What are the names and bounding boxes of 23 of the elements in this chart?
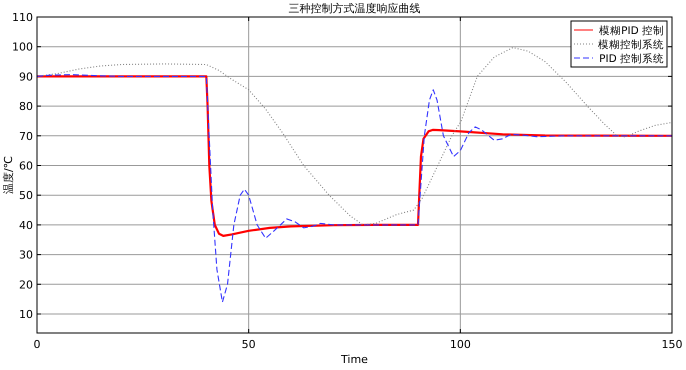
y-tick-label: 70 [19, 130, 33, 143]
x-tick-label: 100 [450, 338, 471, 351]
x-tick-label: 150 [662, 338, 682, 351]
y-tick-label: 100 [12, 40, 33, 54]
y-axis-title: 温度/℃ [2, 156, 15, 194]
x-axis-title: Time [340, 353, 368, 366]
x-tick-label: 50 [242, 338, 256, 351]
legend-label: 模糊PID 控制 [599, 24, 664, 37]
y-tick-label: 110 [12, 11, 33, 24]
y-tick-label: 80 [19, 100, 33, 114]
y-tick-label: 90 [19, 70, 33, 84]
legend-label: 模糊控制系统 [598, 38, 664, 51]
y-tick-label: 50 [19, 189, 33, 202]
y-tick-label: 10 [19, 308, 33, 321]
y-tick-label: 20 [19, 278, 33, 292]
legend-label: PID 控制系统 [599, 52, 664, 65]
y-tick-label: 30 [19, 248, 33, 262]
y-tick-label: 60 [19, 159, 33, 172]
y-tick-label: 40 [19, 218, 33, 232]
line-series [36, 74, 673, 303]
line-series [36, 75, 674, 237]
chart-title: 三种控制方式温度响应曲线 [288, 2, 420, 15]
x-tick-label: 0 [34, 338, 40, 351]
